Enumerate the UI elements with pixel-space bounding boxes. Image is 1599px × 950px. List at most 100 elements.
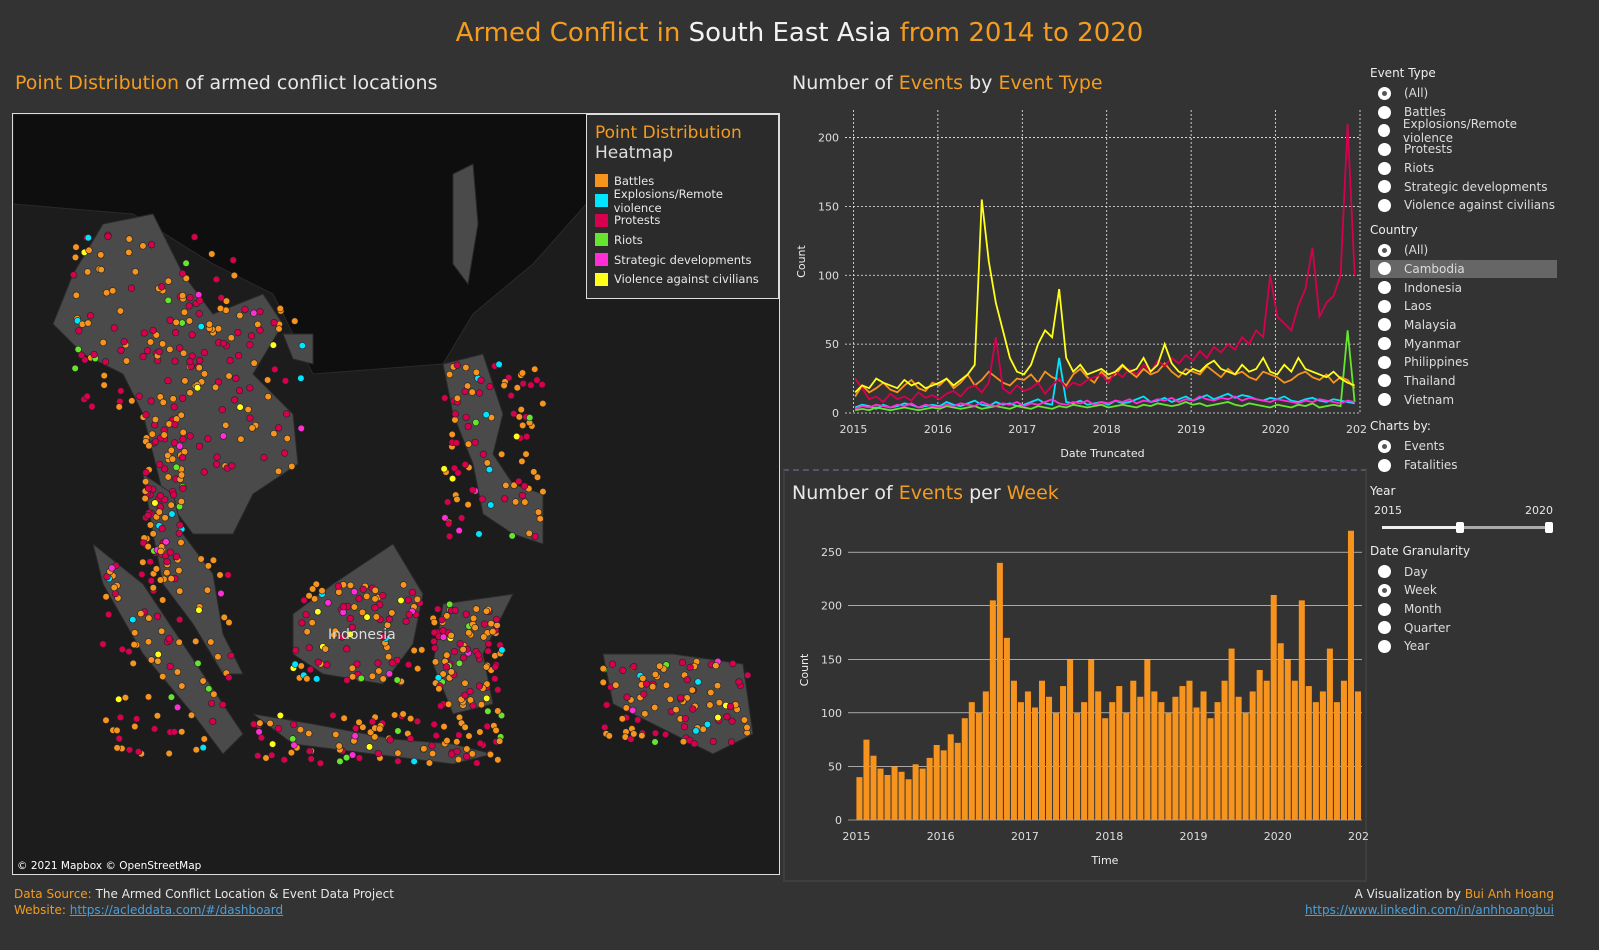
radio-icon[interactable]: [1378, 639, 1391, 653]
website-link[interactable]: https://acleddata.com/#/dashboard: [69, 903, 284, 917]
bar[interactable]: [1333, 702, 1340, 820]
bar[interactable]: [1277, 643, 1284, 820]
legend-item[interactable]: Violence against civilians: [595, 269, 770, 289]
bar[interactable]: [1116, 686, 1123, 820]
bar[interactable]: [1158, 702, 1165, 820]
linkedin-link[interactable]: https://www.linkedin.com/in/anhhoangbui: [1304, 903, 1554, 917]
bar[interactable]: [1347, 530, 1354, 820]
radio-icon[interactable]: [1378, 124, 1390, 138]
radio-icon[interactable]: [1378, 198, 1391, 212]
legend-item[interactable]: Riots: [595, 230, 770, 250]
legend-item[interactable]: Explosions/Remote violence: [595, 187, 770, 215]
radio-option[interactable]: (All): [1370, 241, 1557, 260]
bar[interactable]: [1024, 691, 1031, 820]
bar[interactable]: [1312, 702, 1319, 820]
bar[interactable]: [1354, 691, 1361, 820]
bar[interactable]: [975, 712, 982, 820]
bar[interactable]: [1130, 680, 1137, 820]
bar[interactable]: [1249, 691, 1256, 820]
events-per-week-bar-chart[interactable]: 0 50 100 150 200 250 2015 2016 2017 2018 2019 2020 2…: [783, 510, 1368, 875]
bar[interactable]: [870, 755, 877, 820]
radio-icon[interactable]: [1378, 337, 1391, 351]
slider-track[interactable]: [1382, 526, 1550, 530]
series-line[interactable]: [854, 199, 1355, 393]
slider-handle-end[interactable]: [1545, 522, 1553, 534]
bar[interactable]: [1263, 680, 1270, 820]
year-slider[interactable]: 2015 2020: [1370, 502, 1557, 542]
radio-option[interactable]: Myanmar: [1370, 334, 1557, 353]
radio-icon[interactable]: [1378, 243, 1391, 257]
bar[interactable]: [1298, 600, 1305, 820]
radio-icon[interactable]: [1378, 355, 1391, 369]
bar[interactable]: [1046, 696, 1053, 820]
bar[interactable]: [1291, 680, 1298, 820]
slider-handle-start[interactable]: [1456, 522, 1464, 534]
bar[interactable]: [1319, 691, 1326, 820]
series-line[interactable]: [854, 395, 1355, 410]
bar[interactable]: [1109, 702, 1116, 820]
radio-icon[interactable]: [1378, 262, 1391, 276]
radio-option[interactable]: Vietnam: [1370, 390, 1557, 409]
bar[interactable]: [912, 764, 919, 820]
bar[interactable]: [1179, 686, 1186, 820]
bar[interactable]: [856, 777, 863, 820]
bar[interactable]: [1186, 680, 1193, 820]
legend-item[interactable]: Strategic developments: [595, 250, 770, 270]
bar[interactable]: [1214, 702, 1221, 820]
bar[interactable]: [1284, 659, 1291, 820]
bar[interactable]: [863, 739, 870, 820]
radio-icon[interactable]: [1378, 318, 1391, 332]
bar[interactable]: [996, 562, 1003, 820]
bar[interactable]: [1102, 718, 1109, 820]
bar[interactable]: [1017, 702, 1024, 820]
bar[interactable]: [1137, 696, 1144, 820]
series-line[interactable]: [854, 330, 1356, 412]
radio-option[interactable]: Riots: [1370, 159, 1557, 178]
bar[interactable]: [1010, 680, 1017, 820]
bar[interactable]: [884, 775, 891, 820]
radio-option[interactable]: Week: [1370, 581, 1557, 600]
bar[interactable]: [1270, 595, 1277, 820]
radio-icon[interactable]: [1378, 161, 1391, 175]
events-by-type-line-chart[interactable]: 0 50 100 150 200 2015 2016 2017 2018 2019 2020 2021…: [783, 100, 1368, 465]
radio-option[interactable]: Violence against civilians: [1370, 196, 1557, 215]
bar[interactable]: [1088, 659, 1095, 820]
bar[interactable]: [1165, 712, 1172, 820]
radio-option[interactable]: Explosions/Remote violence: [1370, 117, 1557, 145]
bar[interactable]: [1235, 696, 1242, 820]
radio-icon[interactable]: [1378, 393, 1391, 407]
radio-option[interactable]: Month: [1370, 600, 1557, 619]
legend-item[interactable]: Battles: [595, 171, 770, 191]
bar[interactable]: [1326, 648, 1333, 820]
radio-option[interactable]: Laos: [1370, 297, 1557, 316]
radio-icon[interactable]: [1378, 621, 1391, 635]
radio-option[interactable]: Battles: [1370, 103, 1557, 122]
bar[interactable]: [1242, 712, 1249, 820]
radio-option[interactable]: Fatalities: [1370, 456, 1557, 475]
bar[interactable]: [947, 734, 954, 820]
bar[interactable]: [1200, 691, 1207, 820]
bar[interactable]: [877, 768, 884, 820]
radio-option[interactable]: Events: [1370, 437, 1557, 456]
bar[interactable]: [1340, 680, 1347, 820]
series-line[interactable]: [854, 362, 1356, 397]
bar[interactable]: [1038, 680, 1046, 820]
bar[interactable]: [1305, 686, 1312, 820]
bar[interactable]: [1123, 712, 1130, 820]
radio-icon[interactable]: [1378, 374, 1391, 388]
series-line[interactable]: [854, 357, 1355, 410]
radio-icon[interactable]: [1378, 565, 1391, 579]
bar[interactable]: [891, 766, 898, 820]
radio-icon[interactable]: [1378, 86, 1391, 100]
bar[interactable]: [1221, 680, 1228, 820]
bar[interactable]: [1067, 659, 1074, 820]
bar[interactable]: [898, 771, 905, 820]
bar[interactable]: [905, 779, 912, 820]
bar[interactable]: [982, 691, 989, 820]
radio-option[interactable]: Protests: [1370, 140, 1557, 159]
radio-option[interactable]: Malaysia: [1370, 316, 1557, 335]
radio-icon[interactable]: [1378, 458, 1391, 472]
bar[interactable]: [1031, 707, 1038, 821]
bar[interactable]: [968, 702, 975, 820]
bar[interactable]: [1144, 659, 1151, 820]
